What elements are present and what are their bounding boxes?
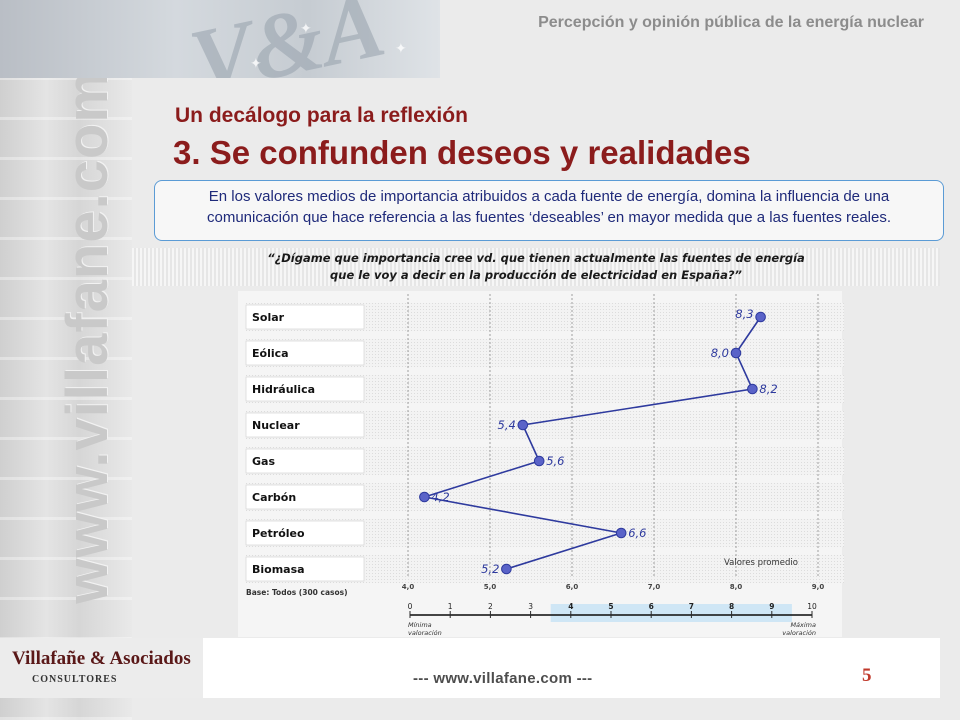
data-point <box>501 563 512 575</box>
data-point <box>747 383 758 395</box>
x-tick-label: 8,0 <box>730 583 743 591</box>
question-line-1: “¿Dígame que importancia cree vd. que ti… <box>267 251 805 265</box>
scale-min-label: Mínima <box>408 621 432 629</box>
scale-tick-label: 3 <box>528 602 533 611</box>
x-tick-label: 9,0 <box>812 583 825 591</box>
series-line <box>424 316 762 570</box>
category-label: Biomasa <box>252 563 305 576</box>
category-label: Hidráulica <box>252 383 315 396</box>
sparkle-icon: ✦ <box>250 55 262 71</box>
scale-tick-label: 7 <box>689 602 694 611</box>
data-point <box>755 311 766 323</box>
scale-highlight <box>550 604 792 622</box>
company-logo: Villafañe & Asociados CONSULTORES <box>0 638 203 698</box>
scale-tick-label: 2 <box>488 602 493 611</box>
category-label: Gas <box>252 455 275 468</box>
category-label: Nuclear <box>252 419 300 432</box>
scale-tick-label: 6 <box>649 602 654 611</box>
scale-tick-label: 5 <box>608 602 613 611</box>
scale-tick-label: 0 <box>408 602 413 611</box>
x-tick-label: 6,0 <box>566 583 579 591</box>
data-label: 5,2 <box>481 562 499 576</box>
scale-tick-label: 4 <box>568 602 573 611</box>
data-point <box>615 527 627 539</box>
data-point <box>419 491 430 503</box>
data-label: 8,2 <box>759 382 777 396</box>
scale-max-label: Máxima <box>790 621 816 629</box>
category-label: Solar <box>252 311 285 324</box>
scale-tick-label: 8 <box>729 602 734 611</box>
data-label: 4,2 <box>431 490 449 504</box>
side-stripe <box>0 0 132 720</box>
category-box <box>245 448 365 474</box>
data-label: 6,6 <box>628 526 646 540</box>
data-point <box>517 419 529 431</box>
category-label: Petróleo <box>252 527 305 540</box>
data-label: 8,3 <box>735 307 753 321</box>
intro-box: En los valores medios de importancia atr… <box>154 180 944 241</box>
logo-name: Villafañe & Asociados <box>12 648 191 669</box>
data-label: 5,6 <box>546 454 564 468</box>
chart-annotation: Valores promedio <box>724 558 798 568</box>
footer-url[interactable]: --- www.villafane.com --- <box>413 670 593 687</box>
category-box <box>245 340 365 366</box>
data-point <box>730 347 742 359</box>
data-label: 8,0 <box>711 346 729 360</box>
category-box <box>245 556 365 582</box>
x-tick-label: 7,0 <box>648 583 661 591</box>
category-label: Eólica <box>252 347 289 360</box>
data-point <box>533 455 545 467</box>
page-number: 5 <box>862 665 872 686</box>
category-box <box>245 376 365 402</box>
question-line-2: que le voy a decir en la producción de e… <box>330 268 742 282</box>
survey-question: “¿Dígame que importancia cree vd. que ti… <box>132 248 940 286</box>
intro-text: En los valores medios de importancia atr… <box>206 188 892 226</box>
slide-subtitle: Un decálogo para la reflexión <box>175 104 468 127</box>
sparkle-icon: ✦ <box>395 40 407 56</box>
footer-bar <box>203 638 940 698</box>
presentation-title: Percepción y opinión pública de la energ… <box>538 14 924 31</box>
x-tick-label: 4,0 <box>402 583 415 591</box>
scale-tick-label: 9 <box>769 602 774 611</box>
scale-tick-label: 10 <box>807 602 817 611</box>
scale-max-label: valoración <box>782 629 816 637</box>
category-box <box>245 412 365 438</box>
base-note: Base: Todos (300 casos) <box>246 588 348 597</box>
data-label: 5,4 <box>498 418 516 432</box>
category-box <box>245 484 365 510</box>
scale-tick-label: 1 <box>448 602 453 611</box>
category-label: Carbón <box>252 491 296 504</box>
category-box <box>245 304 365 330</box>
category-box <box>245 520 365 546</box>
scale-min-label: valoración <box>408 629 442 637</box>
sparkle-icon: ✦ <box>300 20 312 36</box>
top-banner: V&A ✦ ✦ ✦ <box>0 0 440 78</box>
logo-subtitle: CONSULTORES <box>32 674 118 685</box>
x-tick-label: 5,0 <box>484 583 497 591</box>
slide-title: 3. Se confunden deseos y realidades <box>173 134 751 171</box>
